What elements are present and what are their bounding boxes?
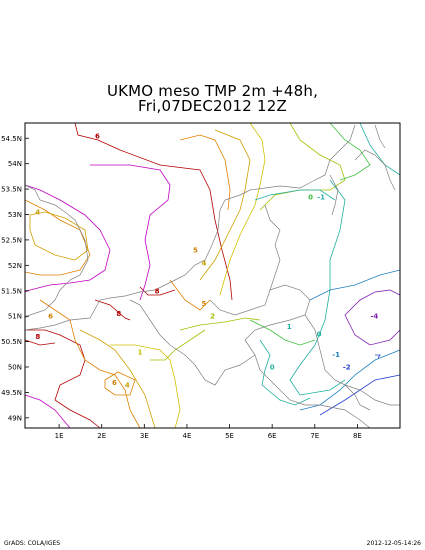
contour-value-label: 4 bbox=[35, 209, 40, 217]
temperature-contours bbox=[24, 122, 401, 429]
lat-tick-label: 53N bbox=[8, 211, 22, 219]
lat-tick-label: 50N bbox=[8, 364, 22, 372]
footer-timestamp: 2012-12-05-14:26 bbox=[366, 540, 421, 547]
lat-tick-label: 49N bbox=[8, 414, 22, 422]
contour-line bbox=[169, 279, 211, 311]
contour-line bbox=[219, 122, 266, 296]
contour-line bbox=[25, 329, 101, 429]
contour-value-label: 8 bbox=[35, 333, 40, 341]
coastline bbox=[374, 124, 386, 149]
border-line bbox=[209, 204, 281, 316]
contour-value-label: 5 bbox=[193, 247, 198, 255]
contour-line bbox=[29, 211, 89, 261]
contour-line bbox=[319, 374, 401, 416]
contour-line bbox=[179, 134, 231, 211]
contour-line bbox=[39, 299, 141, 429]
lat-tick-label: 49.5N bbox=[1, 389, 22, 397]
contour-line bbox=[259, 339, 311, 406]
lat-tick-label: 52.5N bbox=[1, 236, 22, 244]
contour-value-label: 5 bbox=[202, 300, 207, 308]
contour-value-label: 0 bbox=[308, 193, 313, 201]
contour-line bbox=[329, 122, 371, 181]
contour-line bbox=[79, 329, 156, 429]
contour-line bbox=[24, 339, 56, 346]
coastline bbox=[24, 124, 356, 331]
lat-tick-label: 51N bbox=[8, 313, 22, 321]
lon-tick-label: 5E bbox=[225, 432, 234, 440]
contour-value-label: 6 bbox=[112, 379, 117, 387]
contour-value-label: 6 bbox=[48, 313, 53, 321]
lon-tick-label: 6E bbox=[268, 432, 277, 440]
contour-value-label: -1 bbox=[332, 351, 340, 359]
contour-value-label: 4 bbox=[125, 381, 130, 389]
border-line bbox=[259, 369, 371, 429]
contour-value-label: 8 bbox=[155, 287, 160, 295]
contour-line bbox=[254, 189, 336, 201]
coastline bbox=[24, 184, 89, 319]
contour-value-label: 2 bbox=[210, 313, 215, 321]
contour-line bbox=[259, 122, 346, 211]
contour-value-label: 6 bbox=[95, 132, 100, 140]
contour-line bbox=[359, 122, 401, 176]
border-line bbox=[304, 314, 400, 406]
border-line bbox=[129, 299, 256, 386]
contour-line bbox=[104, 371, 136, 396]
coastlines-and-borders bbox=[24, 124, 400, 429]
contour-value-label: 8 bbox=[116, 310, 121, 318]
contour-line bbox=[150, 329, 206, 361]
contour-line bbox=[375, 354, 381, 359]
border-line bbox=[344, 384, 371, 411]
footer-credit: GrADS: COLA/IGES bbox=[4, 540, 61, 547]
contour-line bbox=[90, 164, 171, 301]
contour-line bbox=[249, 319, 316, 346]
lat-tick-label: 54.5N bbox=[1, 135, 22, 143]
contour-line bbox=[24, 184, 111, 293]
lon-tick-label: 1E bbox=[55, 432, 64, 440]
lon-tick-label: 3E bbox=[140, 432, 149, 440]
contour-value-label: 4 bbox=[202, 259, 207, 267]
lon-tick-label: 7E bbox=[310, 432, 319, 440]
contour-value-label: -4 bbox=[371, 313, 379, 321]
contour-value-label: 0 bbox=[317, 331, 322, 339]
lat-tick-label: 51.5N bbox=[1, 287, 22, 295]
contour-line bbox=[299, 349, 401, 411]
map-title-line1: UKMO meso TMP 2m +48h, bbox=[106, 82, 319, 100]
lat-tick-label: 50.5N bbox=[1, 338, 22, 346]
contour-value-label: 1 bbox=[138, 348, 143, 356]
contour-value-label: 1 bbox=[287, 323, 292, 331]
contour-line bbox=[110, 344, 181, 429]
contour-line bbox=[24, 394, 71, 429]
lon-tick-label: 2E bbox=[97, 432, 106, 440]
lat-tick-label: 52N bbox=[8, 262, 22, 270]
lat-tick-label: 53.5N bbox=[1, 186, 22, 194]
lon-tick-label: 8E bbox=[353, 432, 362, 440]
lon-tick-label: 4E bbox=[182, 432, 191, 440]
contour-line bbox=[94, 299, 131, 321]
contour-line bbox=[74, 122, 233, 301]
map-title-line2: Fri,07DEC2012 12Z bbox=[138, 97, 287, 115]
contour-value-label: -2 bbox=[343, 364, 351, 372]
lat-tick-label: 54N bbox=[8, 160, 22, 168]
plot-frame bbox=[24, 122, 401, 429]
latitude-ticks: 54.5N 54N 53.5N 53N 52.5N 52N 51.5N 51N 50.5N 50N… bbox=[1, 135, 29, 422]
contour-line bbox=[199, 129, 251, 281]
contour-line bbox=[139, 286, 176, 296]
coastline bbox=[354, 149, 396, 191]
coastline bbox=[329, 174, 339, 216]
contour-line bbox=[179, 317, 261, 331]
longitude-ticks: 1E 2E 3E 4E 5E 6E 7E 8E bbox=[55, 424, 362, 440]
contour-value-label: -1 bbox=[317, 193, 325, 201]
contour-value-label: 0 bbox=[270, 364, 275, 372]
contour-line bbox=[309, 269, 401, 301]
contour-line bbox=[289, 179, 346, 396]
border-line bbox=[244, 284, 311, 371]
